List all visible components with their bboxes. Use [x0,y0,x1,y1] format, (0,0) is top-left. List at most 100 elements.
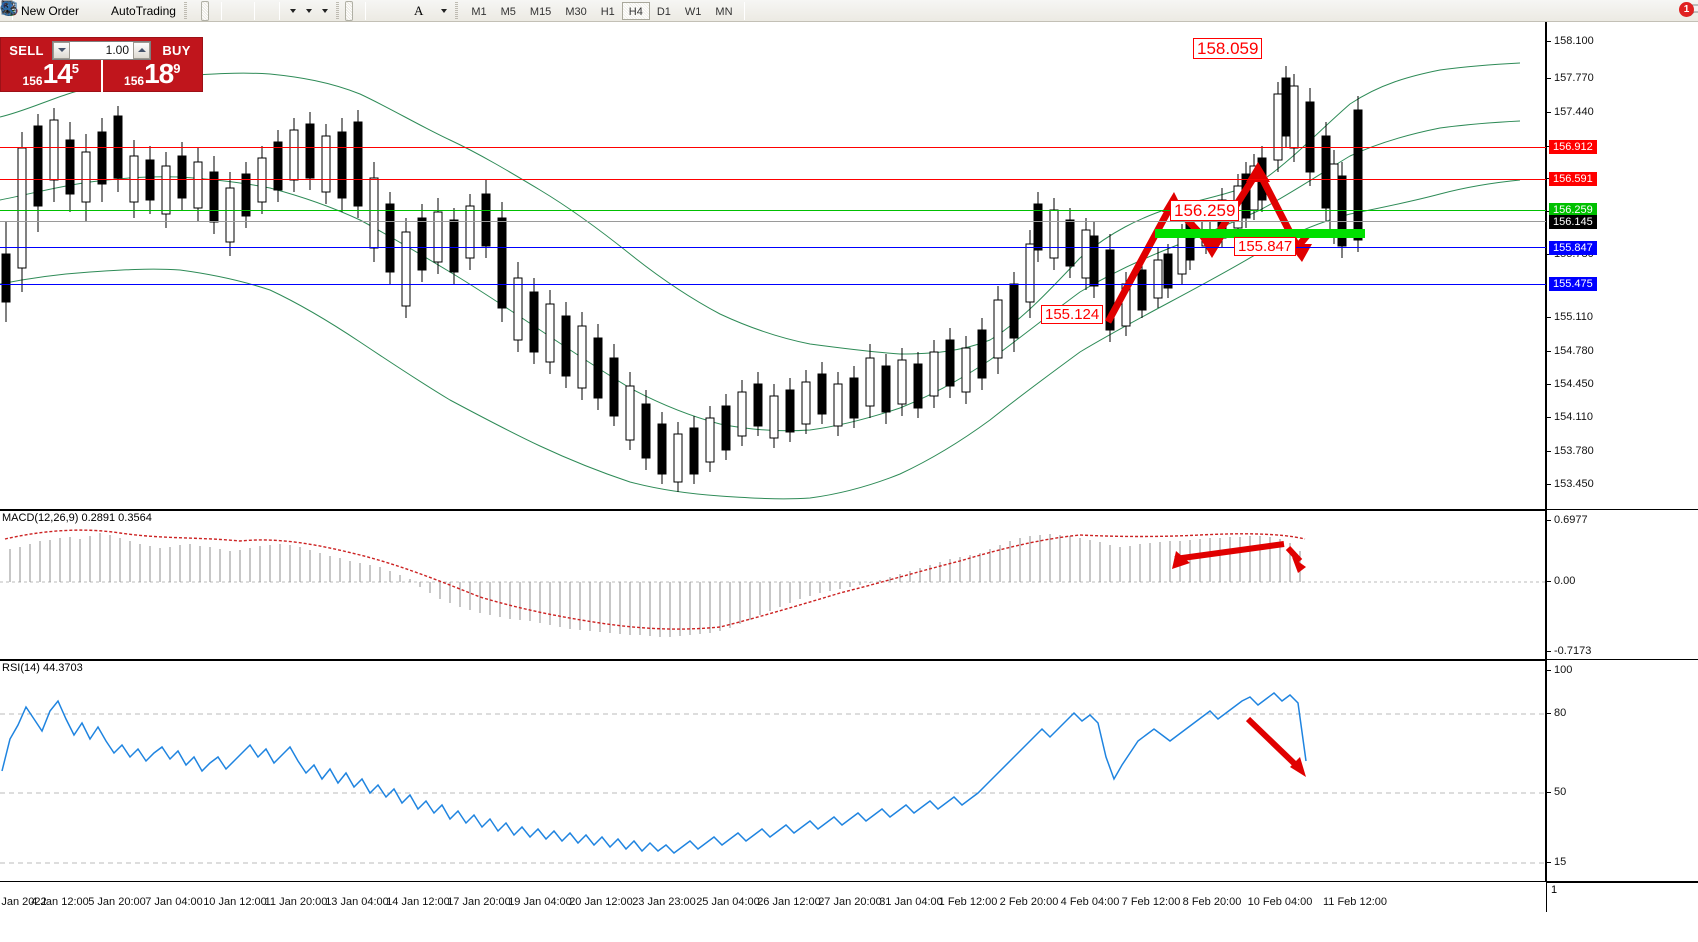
time-label: Jan 2022 [1,896,47,908]
macd-pane[interactable]: MACD(12,26,9) 0.2891 0.3564 [0,510,1546,660]
volume-dropdown-icon[interactable] [53,41,70,59]
price-tick: 154.110 [1547,411,1593,423]
time-label: 13 Jan 04:00 [325,896,389,908]
sell-button[interactable]: SELL [9,42,44,58]
buy-price-main: 18 [144,58,174,89]
folder-icon[interactable] [1,1,91,21]
autotrading-button[interactable]: AutoTrading [0,1,180,21]
price-chip-156912[interactable]: 156.912 [1549,140,1597,154]
price-chip-155475[interactable]: 155.475 [1549,277,1597,291]
level-line-156591 [0,179,1546,180]
price-tick: 154.450 [1547,378,1594,390]
time-axis[interactable]: Jan 2022 4 Jan 12:00 5 Jan 20:00 7 Jan 0… [0,882,1698,942]
volume-input[interactable]: 1.00 [52,40,151,60]
new-order-button[interactable]: New Order [1,0,83,21]
crosshair-icon[interactable] [1,1,361,21]
fibonacci-icon[interactable]: F [2,1,410,21]
price-scale-main[interactable]: 158.100 157.770 157.440 157.110 156.912 … [1546,22,1698,510]
volume-increment-icon[interactable] [133,41,150,59]
main-chart-pane[interactable]: 158.059 156.259 155.847 155.124 [0,22,1546,510]
timeframe-m15[interactable]: M15 [529,5,552,18]
timeframe-d1[interactable]: D1 [656,5,671,18]
data-window-icon[interactable] [1,1,250,21]
rsi-analysis-arrow [1245,716,1303,772]
time-label: 7 Feb 12:00 [1121,896,1181,908]
signals-icon[interactable] [0,0,107,21]
buy-button[interactable]: BUY [162,42,191,58]
time-label: 17 Jan 20:00 [447,896,511,908]
rsi-arrow-head [1290,757,1306,777]
price-chip-155847[interactable]: 155.847 [1549,241,1597,255]
rsi-pane[interactable]: RSI(14) 44.3703 [0,660,1546,882]
one-click-price-row: 156 14 5 156 18 9 [1,60,202,92]
timeframe-m5[interactable]: M5 [500,5,516,18]
timeframe-m1[interactable]: M1 [471,5,487,18]
timeframe-h1[interactable]: H1 [600,5,615,18]
chevron-down-icon-2[interactable] [305,8,312,13]
text-label-icon[interactable]: T [1,1,435,21]
chevron-down-icon-4[interactable] [441,8,448,13]
bar-chart-icon[interactable] [2,1,201,21]
vertical-line-icon[interactable] [6,1,378,21]
timeframe-h4[interactable]: H4 [621,1,650,20]
timeframe-m30[interactable]: M30 [565,5,587,18]
trendline-icon[interactable] [2,1,394,21]
annotation-156259[interactable]: 156.259 [1170,200,1240,221]
time-label: 10 Feb 04:00 [1247,896,1313,908]
chevron-down-icon[interactable] [289,8,296,13]
annotation-155847[interactable]: 155.847 [1234,237,1297,256]
time-label: 4 Jan 12:00 [31,896,89,908]
buy-price-pip: 9 [173,61,181,76]
buy-price[interactable]: 156 18 9 [100,58,203,92]
main-chart-canvas [0,62,1521,500]
objects-icon[interactable] [2,1,451,21]
expand-left-icon[interactable] [0,1,9,21]
timeframe-w1[interactable]: W1 [684,5,702,18]
time-label: 20 Jan 12:00 [569,896,633,908]
axis-corner-value: 1 [1551,884,1558,896]
chevron-down-icon-3[interactable] [321,8,328,13]
zoom-out-icon[interactable] [1,1,242,21]
line-chart-icon[interactable] [1,1,217,21]
zoom-in-icon[interactable] [1,1,234,21]
text-icon[interactable]: A [413,2,424,18]
price-scale-macd[interactable]: 0.6977 0.00 -0.7173 [1546,510,1698,660]
rsi-tick-15: 15 [1547,856,1566,868]
toolbar-divider-6 [743,1,745,20]
annotation-155124[interactable]: 155.124 [1041,305,1104,324]
macd-tick-min: -0.7173 [1547,645,1591,657]
time-label: 31 Jan 04:00 [879,896,943,908]
sell-price[interactable]: 156 14 5 [1,60,101,92]
equidistant-channel-icon[interactable]: E [2,1,402,21]
indicators-icon[interactable] [1,1,332,21]
horizontal-line-icon[interactable] [2,1,386,21]
period-icon[interactable] [1,1,316,21]
cursor-icon[interactable] [2,0,353,21]
level-line-last-price [0,221,1546,222]
chart-shift-icon[interactable] [2,1,267,21]
price-chip-156591[interactable]: 156.591 [1549,172,1597,186]
price-chip-156259[interactable]: 156.259 [1549,203,1597,217]
toolbar-grip-2[interactable] [334,2,342,19]
time-label: 27 Jan 20:00 [818,896,882,908]
macd-histogram [9,533,1301,637]
annotation-158059[interactable]: 158.059 [1193,38,1263,59]
macd-signal-line [4,529,1306,630]
time-label: 14 Jan 12:00 [386,896,450,908]
price-tick: 153.450 [1547,478,1594,490]
profile-icon[interactable] [1,1,99,21]
timeframe-mn[interactable]: MN [715,5,733,18]
time-label: 1 Feb 12:00 [938,896,998,908]
price-scale-rsi[interactable]: 100 80 50 15 [1546,660,1698,882]
one-click-trading-panel[interactable]: SELL 1.00 BUY 156 14 5 156 18 9 [0,37,203,92]
alerts-icon[interactable]: 1 [1679,1,1698,21]
toolbar-grip-3[interactable] [454,2,462,19]
auto-scroll-icon[interactable] [2,1,275,21]
toolbar-divider [12,1,13,20]
new-chart-icon[interactable] [1,0,300,21]
price-tick: 157.770 [1547,72,1594,84]
candlestick-chart-icon[interactable] [2,0,209,21]
time-label: 11 Jan 20:00 [264,896,328,908]
toolbar-grip[interactable] [182,2,190,19]
rsi-tick-80: 80 [1547,707,1566,719]
